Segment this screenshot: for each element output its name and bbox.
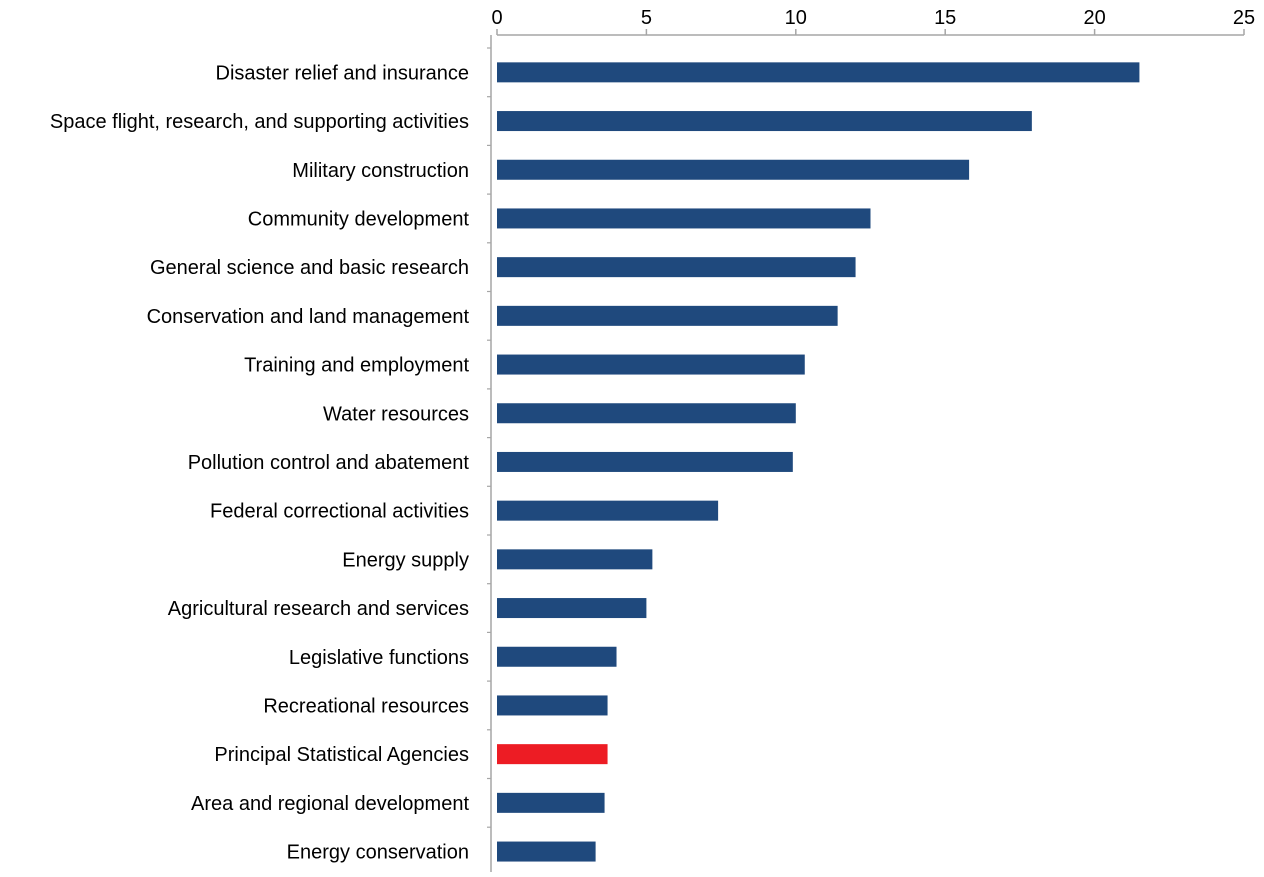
x-tick-label: 0: [491, 7, 502, 29]
x-tick-label: 25: [1233, 7, 1255, 29]
bar: [497, 305, 838, 326]
category-label: General science and basic research: [150, 257, 469, 279]
bar: [497, 500, 719, 521]
category-label: Disaster relief and insurance: [216, 62, 469, 84]
x-tick-label: 10: [785, 7, 807, 29]
x-tick-label: 20: [1083, 7, 1105, 29]
category-label: Recreational resources: [263, 695, 469, 717]
category-label: Principal Statistical Agencies: [214, 744, 469, 766]
category-label: Pollution control and abatement: [188, 452, 470, 474]
category-label: Legislative functions: [289, 647, 469, 669]
category-label: Water resources: [323, 403, 469, 425]
bar: [497, 159, 970, 180]
bar: [497, 598, 647, 619]
bar: [497, 257, 856, 278]
bar: [497, 744, 608, 765]
bar: [497, 403, 796, 424]
bar: [497, 792, 605, 813]
category-label: Area and regional development: [191, 793, 469, 815]
bar: [497, 646, 617, 667]
bar: [497, 354, 805, 375]
category-label: Agricultural research and services: [168, 598, 469, 620]
category-label: Training and employment: [244, 355, 469, 377]
category-label: Conservation and land management: [147, 306, 470, 328]
bar: [497, 451, 793, 472]
bar: [497, 549, 653, 570]
bar: [497, 111, 1032, 132]
bar: [497, 695, 608, 716]
category-label: Energy supply: [342, 549, 469, 571]
category-label: Energy conservation: [287, 842, 469, 864]
category-label: Community development: [248, 208, 470, 230]
category-label: Military construction: [292, 160, 469, 182]
category-label: Space flight, research, and supporting a…: [50, 111, 469, 133]
bar: [497, 841, 596, 862]
bar: [497, 208, 871, 229]
x-tick-label: 5: [641, 7, 652, 29]
bar: [497, 62, 1140, 83]
category-label: Federal correctional activities: [210, 501, 469, 523]
x-tick-label: 15: [934, 7, 956, 29]
